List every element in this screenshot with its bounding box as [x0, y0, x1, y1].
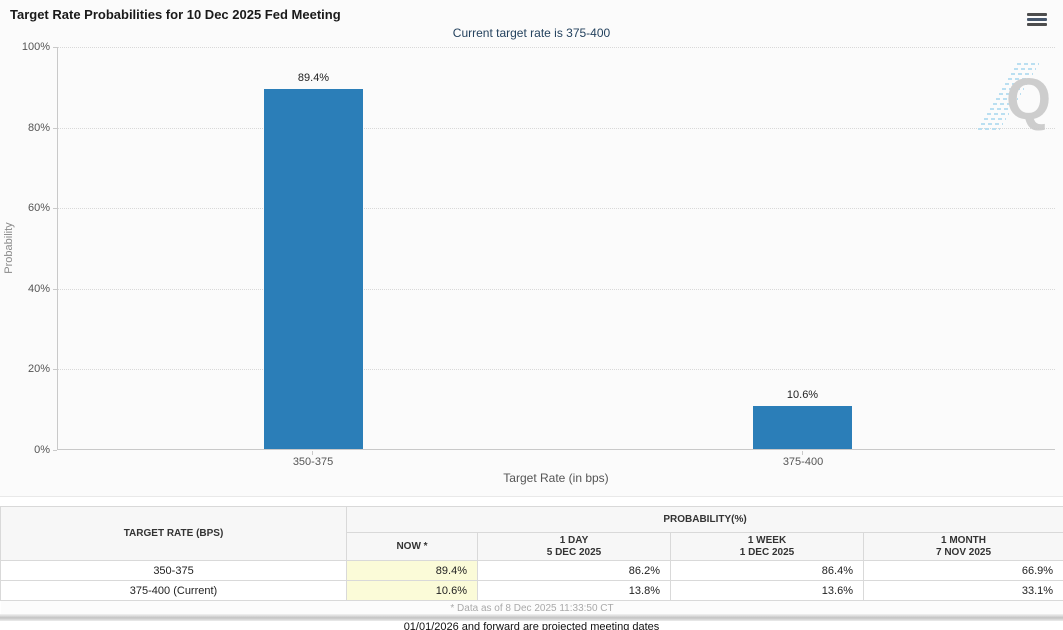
quikstrike-watermark-icon: Q — [978, 63, 1050, 132]
table-row-350-375: 350-375 89.4% 86.2% 86.4% 66.9% — [0, 560, 1063, 581]
col-header-1-month: 1 MONTH 7 NOV 2025 — [862, 532, 1063, 561]
current-target-rate-subtitle: Current target rate is 375-400 — [452, 26, 611, 40]
section-divider — [0, 614, 1063, 621]
col-header-1-week-label: 1 WEEK — [747, 534, 787, 546]
cell-now: 89.4% — [346, 560, 478, 581]
cell-1-day: 13.8% — [477, 580, 671, 601]
gridline — [58, 128, 1055, 129]
probability-table: TARGET RATE (BPS) PROBABILITY(%) NOW * 1… — [0, 506, 1063, 616]
y-axis-tick — [53, 450, 57, 451]
table-header-row: TARGET RATE (BPS) PROBABILITY(%) — [0, 506, 1063, 561]
y-tick-label: 80% — [27, 122, 50, 134]
cell-1-day: 86.2% — [477, 560, 671, 581]
projected-dates-note: 01/01/2026 and forward are projected mee… — [403, 621, 660, 630]
x-axis-title: Target Rate (in bps) — [503, 471, 609, 485]
col-header-1-month-label: 1 MONTH — [941, 534, 987, 546]
chart-panel: Target Rate Probabilities for 10 Dec 202… — [0, 7, 1063, 497]
cell-1-month: 66.9% — [862, 560, 1063, 581]
col-header-probability-group: PROBABILITY(%) — [345, 506, 1063, 533]
y-axis-tick — [53, 47, 57, 48]
col-header-1-week-date: 1 DEC 2025 — [739, 546, 795, 558]
cell-rate: 350-375 — [0, 560, 347, 581]
y-tick-label: 20% — [27, 363, 50, 375]
x-tick-label-375-400: 375-400 — [782, 456, 824, 468]
table-subheader-row: NOW * 1 DAY 5 DEC 2025 1 WEEK 1 DEC 2025… — [1, 532, 1063, 561]
x-tick-label-350-375: 350-375 — [292, 456, 334, 468]
y-axis-tick — [53, 369, 57, 370]
bar-value-label: 89.4% — [297, 72, 330, 84]
col-header-1-day: 1 DAY 5 DEC 2025 — [477, 532, 671, 561]
gridline — [58, 47, 1055, 48]
y-axis-tick — [53, 208, 57, 209]
col-header-now: NOW * — [346, 532, 478, 561]
cell-rate: 375-400 (Current) — [0, 580, 347, 601]
cell-1-week: 86.4% — [670, 560, 864, 581]
watermark-q-letter: Q — [1006, 67, 1050, 132]
cell-1-week: 13.6% — [670, 580, 864, 601]
y-tick-label: 40% — [27, 283, 50, 295]
gridline — [58, 369, 1055, 370]
y-axis-tick — [53, 128, 57, 129]
gridline — [58, 289, 1055, 290]
col-header-target-rate: TARGET RATE (BPS) — [0, 506, 347, 561]
plot-area: Q 89.4% 10.6% — [57, 47, 1055, 450]
table-row-375-400-current: 375-400 (Current) 10.6% 13.8% 13.6% 33.1… — [0, 580, 1063, 601]
cell-1-month: 33.1% — [862, 580, 1063, 601]
bar-375-400: 10.6% — [753, 389, 852, 449]
x-axis-tick — [802, 451, 803, 455]
bar-value-label: 10.6% — [786, 389, 819, 401]
menu-bar — [1027, 22, 1047, 26]
y-tick-label: 100% — [21, 41, 50, 53]
y-axis-title: Probability — [3, 222, 15, 274]
y-axis-tick — [53, 289, 57, 290]
gridline — [58, 208, 1055, 209]
col-header-now-label: NOW * — [396, 540, 428, 552]
col-header-1-day-label: 1 DAY — [559, 534, 589, 546]
col-header-1-day-date: 5 DEC 2025 — [546, 546, 602, 558]
bar-350-375: 89.4% — [264, 72, 363, 449]
page-title: Target Rate Probabilities for 10 Dec 202… — [10, 7, 341, 22]
cell-now: 10.6% — [346, 580, 478, 601]
y-tick-label: 60% — [27, 202, 50, 214]
y-tick-label: 0% — [34, 444, 50, 456]
col-header-1-month-date: 7 NOV 2025 — [935, 546, 992, 558]
hamburger-menu-icon[interactable] — [1025, 9, 1049, 29]
x-axis-tick — [312, 451, 313, 455]
menu-bar — [1027, 17, 1047, 21]
col-header-1-week: 1 WEEK 1 DEC 2025 — [670, 532, 864, 561]
menu-bar — [1027, 12, 1047, 16]
